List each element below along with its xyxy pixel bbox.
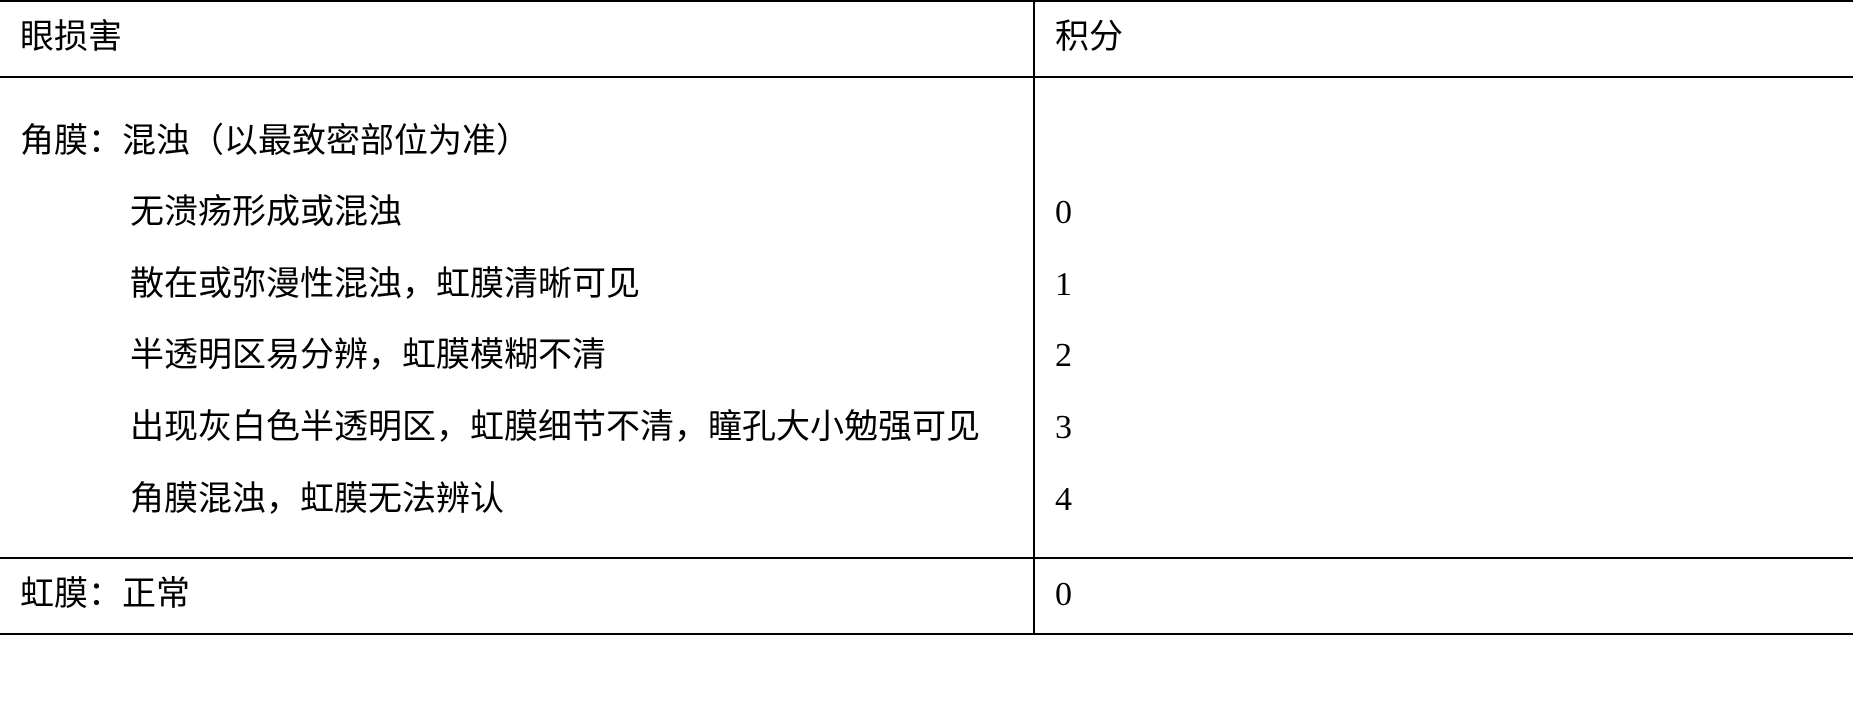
item-label: 出现灰白色半透明区，虹膜细节不清，瞳孔大小勉强可见 bbox=[20, 404, 1013, 452]
body-right-cell: 0 1 2 3 4 bbox=[1035, 78, 1853, 558]
item-score: 4 bbox=[1055, 476, 1833, 524]
footer-right: 0 bbox=[1035, 559, 1853, 633]
item-label: 角膜混浊，虹膜无法辨认 bbox=[20, 476, 1013, 524]
header-left: 眼损害 bbox=[0, 2, 1033, 76]
scoring-table: 眼损害 积分 角膜：混浊（以最致密部位为准） 无溃疡形成或混浊 散在或弥漫性混浊… bbox=[0, 0, 1853, 635]
item-label: 半透明区易分辨，虹膜模糊不清 bbox=[20, 332, 1013, 380]
table-header-row: 眼损害 积分 bbox=[0, 1, 1853, 77]
item-label: 散在或弥漫性混浊，虹膜清晰可见 bbox=[20, 261, 1013, 309]
item-score: 1 bbox=[1055, 261, 1833, 309]
table-body-row: 角膜：混浊（以最致密部位为准） 无溃疡形成或混浊 散在或弥漫性混浊，虹膜清晰可见… bbox=[0, 77, 1853, 559]
scoring-table-page: 眼损害 积分 角膜：混浊（以最致密部位为准） 无溃疡形成或混浊 散在或弥漫性混浊… bbox=[0, 0, 1853, 707]
item-score: 2 bbox=[1055, 332, 1833, 380]
body-left-cell: 角膜：混浊（以最致密部位为准） 无溃疡形成或混浊 散在或弥漫性混浊，虹膜清晰可见… bbox=[0, 78, 1033, 558]
section-title: 角膜：混浊（以最致密部位为准） bbox=[20, 118, 1013, 166]
item-score: 0 bbox=[1055, 189, 1833, 237]
header-right: 积分 bbox=[1035, 2, 1853, 76]
footer-left: 虹膜：正常 bbox=[0, 559, 1033, 633]
item-label: 无溃疡形成或混浊 bbox=[20, 189, 1013, 237]
table-footer-row: 虹膜：正常 0 bbox=[0, 558, 1853, 634]
item-score: 3 bbox=[1055, 404, 1833, 452]
